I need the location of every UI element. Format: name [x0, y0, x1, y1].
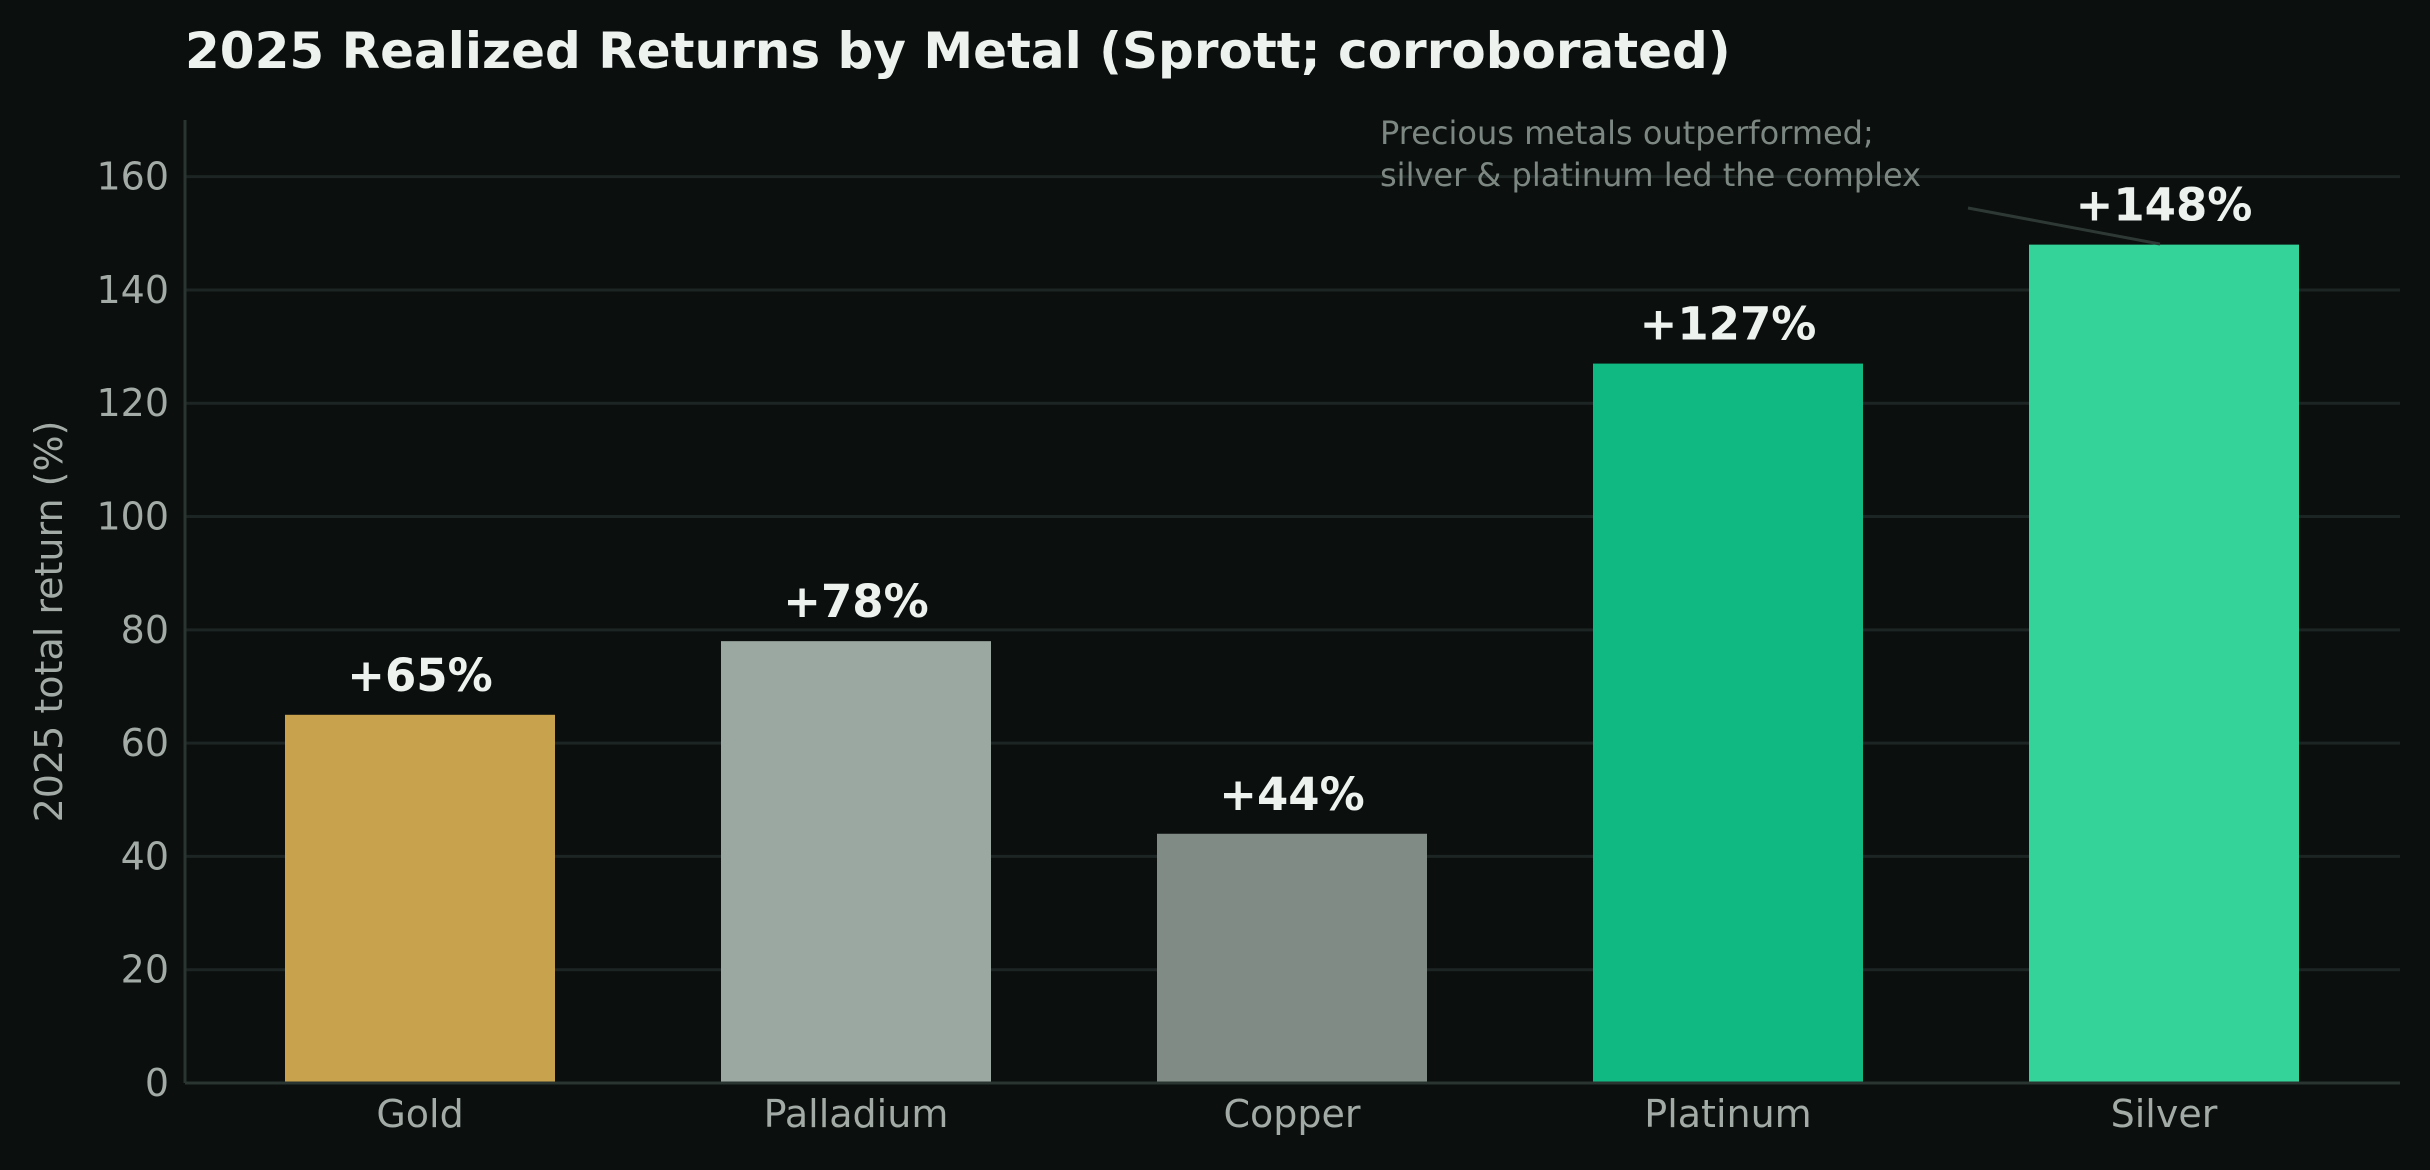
y-tick-label: 0	[145, 1061, 169, 1105]
y-tick-label: 20	[121, 948, 169, 992]
y-tick-label: 100	[96, 495, 169, 539]
data-label-palladium: +78%	[783, 575, 928, 628]
bar-copper	[1157, 833, 1427, 1083]
data-label-silver: +148%	[2076, 179, 2253, 232]
data-labels: +65% +78% +44% +127% +148%	[347, 179, 2252, 821]
data-label-copper: +44%	[1219, 768, 1364, 821]
x-tick-label: Gold	[376, 1092, 463, 1136]
annotation: Precious metals outperformed; silver & p…	[1380, 114, 2161, 246]
bar-palladium	[721, 641, 991, 1083]
annotation-line-2: silver & platinum led the complex	[1380, 156, 1921, 194]
x-tick-label: Silver	[2111, 1092, 2218, 1136]
axes: 0 20 40 60 80 100 120 140 160 Gold Palladium Copper…	[96, 120, 2400, 1136]
y-axis-label: 2025 total return (%)	[27, 421, 71, 823]
x-tick-label: Palladium	[764, 1092, 949, 1136]
bar-platinum	[1593, 363, 1863, 1083]
bar-silver	[2029, 244, 2299, 1083]
x-tick-label: Copper	[1223, 1092, 1360, 1136]
y-tick-label: 140	[96, 268, 169, 312]
annotation-line-1: Precious metals outperformed;	[1380, 114, 1874, 152]
bars	[285, 244, 2299, 1083]
x-tick-label: Platinum	[1644, 1092, 1811, 1136]
y-tick-label: 120	[96, 381, 169, 425]
y-tick-label: 40	[121, 834, 169, 878]
chart-title: 2025 Realized Returns by Metal (Sprott; …	[185, 22, 1731, 80]
bar-gold	[285, 714, 555, 1083]
annotation-arrow	[1967, 206, 2161, 246]
data-label-gold: +65%	[347, 649, 492, 702]
y-tick-label: 80	[121, 608, 169, 652]
data-label-platinum: +127%	[1640, 298, 1817, 351]
y-tick-label: 60	[121, 721, 169, 765]
y-tick-label: 160	[96, 155, 169, 199]
